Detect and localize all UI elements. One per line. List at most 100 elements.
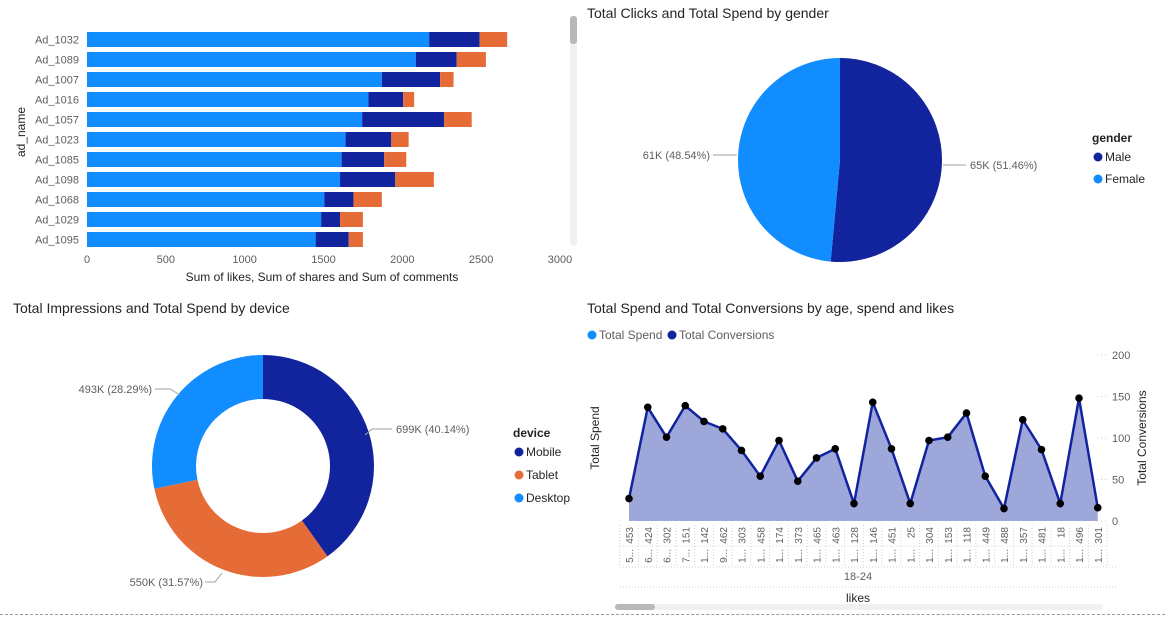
- donut-leader-mobile: [364, 428, 392, 436]
- donut-chart-panel: Total Impressions and Total Spend by dev…: [0, 295, 580, 614]
- y-tick-label-ad_1007: Ad_1007: [35, 75, 79, 87]
- page-bottom-border: [0, 614, 1165, 615]
- point-463: [831, 444, 840, 453]
- point-25: [906, 499, 915, 508]
- donut-slice-tablet: [154, 479, 328, 577]
- bar-ad_1007-series-1: [381, 72, 441, 87]
- legend-marker-total-conversions: [667, 330, 677, 340]
- scrollbar-thumb: [615, 604, 655, 610]
- x-tick-label-likes-142: 142: [700, 527, 711, 544]
- scrollbar-track: [570, 16, 577, 246]
- bar-ad_1085-series-0: [87, 152, 342, 167]
- x-tick-label-likes-118: 118: [963, 527, 974, 543]
- x-tick-label-likes-357: 357: [1019, 527, 1030, 544]
- donut-label-tablet: 550K (31.57%): [130, 577, 203, 589]
- point-153: [943, 433, 952, 441]
- scrollbar-track: [615, 604, 1103, 610]
- x-tick-label-likes-458: 458: [756, 527, 767, 544]
- y-axis-title: ad_name: [14, 107, 28, 157]
- y-tick-label-ad_1095: Ad_1095: [35, 235, 79, 247]
- point-174: [775, 436, 783, 445]
- bar-ad_1089-series-0: [87, 52, 416, 67]
- bar-ad_1032-series-1: [429, 32, 480, 47]
- bar-chart-panel: Ad_1032 Ad_1089 Ad_1007 Ad_1016 Ad_1057 Ad_10…: [0, 0, 580, 295]
- x-tick-label-spend: 1...: [1019, 549, 1030, 563]
- x-tick-label-spend: 1...: [888, 549, 899, 563]
- legend-marker-total-spend: [587, 330, 597, 340]
- x-tick-label-spend: 1...: [775, 549, 786, 563]
- x-tick-label-spend: 6...: [644, 549, 655, 563]
- bar-ad_1068-series-2: [353, 192, 382, 207]
- x-tick-label-spend: 7...: [681, 549, 692, 563]
- bar-ad_1089-series-1: [415, 52, 457, 67]
- donut-legend-title: device: [513, 426, 551, 440]
- legend-label-desktop: Desktop: [526, 491, 570, 505]
- pie-slice-female: [737, 58, 840, 262]
- x-tick-label-1500: 1500: [311, 254, 335, 266]
- x-tick-label-spend: 1...: [813, 549, 824, 563]
- donut-slice-mobile: [263, 355, 374, 557]
- x-tick-label-likes-481: 481: [1038, 527, 1049, 544]
- x-tick-label-likes-462: 462: [719, 527, 730, 544]
- x-tick-label-spend: 1...: [906, 549, 917, 563]
- bar-ad_1023-series-2: [391, 132, 409, 147]
- point-142: [700, 417, 708, 426]
- donut-label-desktop: 493K (28.29%): [79, 384, 152, 396]
- y-right-axis-title: Total Conversions: [1135, 390, 1149, 485]
- x-tick-label-likes-146: 146: [869, 527, 880, 544]
- point-146: [868, 398, 877, 407]
- legend-label-male: Male: [1105, 150, 1131, 164]
- point-453: [625, 494, 633, 503]
- area-chart-panel: Total Spend and Total Conversions by age…: [580, 295, 1165, 614]
- x-tick-label-spend: 1...: [700, 549, 711, 563]
- x-tick-label-0: 0: [84, 254, 90, 266]
- bar-ad_1016-series-2: [403, 92, 415, 107]
- bar-chart: Ad_1032 Ad_1089 Ad_1007 Ad_1016 Ad_1057 Ad_10…: [14, 16, 577, 284]
- bar-ad_1016-series-0: [87, 92, 369, 107]
- point-462: [718, 425, 727, 433]
- x-tick-label-spend: 1...: [944, 549, 955, 563]
- point-128: [850, 499, 858, 508]
- point-151: [681, 401, 690, 410]
- legend-label-total-conversions: Total Conversions: [679, 328, 774, 342]
- x-tick-label-likes-301: 301: [1094, 527, 1105, 544]
- x-tick-label-likes-453: 453: [625, 527, 636, 544]
- y-tick-label-ad_1085: Ad_1085: [35, 155, 79, 167]
- point-357: [1018, 415, 1027, 424]
- point-449: [981, 472, 990, 480]
- bar-ad_1085-series-1: [341, 152, 385, 167]
- legend-label-mobile: Mobile: [526, 445, 562, 459]
- y-tick-label-ad_1029: Ad_1029: [35, 215, 79, 227]
- pie-label-female: 61K (48.54%): [643, 150, 710, 162]
- x-tick-label-spend: 1...: [963, 549, 974, 563]
- pie-label-male: 65K (51.46%): [970, 160, 1037, 172]
- bar-ad_1007-series-2: [440, 72, 454, 87]
- y-tick-label-ad_1098: Ad_1098: [35, 175, 79, 187]
- bar-ad_1007-series-0: [87, 72, 382, 87]
- y-tick-label-ad_1032: Ad_1032: [35, 35, 79, 47]
- point-301: [1093, 503, 1102, 512]
- bar-ad_1029-series-2: [340, 212, 363, 227]
- legend-label-tablet: Tablet: [526, 468, 559, 482]
- area-chart: Total Spend Total Conversions 0 50 100 150 200…: [587, 328, 1149, 610]
- point-18: [1056, 499, 1065, 508]
- x-tick-label-likes-174: 174: [775, 527, 786, 544]
- x-tick-label-likes-151: 151: [681, 527, 692, 544]
- legend-marker-mobile: [514, 447, 524, 457]
- y-tick-label-ad_1057: Ad_1057: [35, 115, 79, 127]
- x-tick-label-spend: 1...: [1075, 549, 1086, 563]
- bar-ad_1098-series-0: [87, 172, 341, 187]
- donut-chart-title: Total Impressions and Total Spend by dev…: [13, 300, 290, 316]
- bar-ad_1068-series-1: [324, 192, 354, 207]
- bar-ad_1016-series-1: [368, 92, 404, 107]
- x-tick-label-spend: 5...: [625, 549, 636, 563]
- point-481: [1037, 445, 1046, 454]
- bar-ad_1057-series-0: [87, 112, 363, 127]
- pie-slice-male: [830, 58, 942, 262]
- point-302: [662, 433, 671, 441]
- bar-ad_1057-series-1: [362, 112, 445, 127]
- x-tick-label-2500: 2500: [469, 254, 493, 266]
- x-group-label: 18-24: [844, 571, 872, 583]
- legend-marker-tablet: [514, 470, 524, 480]
- donut-slice-desktop: [151, 355, 263, 489]
